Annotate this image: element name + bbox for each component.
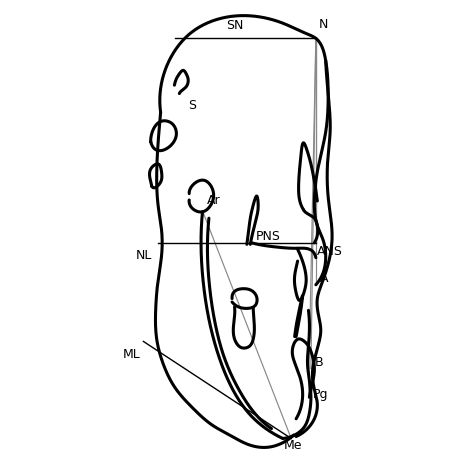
Text: NL: NL bbox=[136, 249, 152, 262]
Text: ML: ML bbox=[123, 348, 141, 361]
Text: ANS: ANS bbox=[317, 245, 343, 258]
Text: N: N bbox=[319, 18, 328, 31]
Text: PNS: PNS bbox=[256, 230, 281, 243]
Text: A: A bbox=[320, 272, 328, 285]
Text: Pg: Pg bbox=[312, 388, 328, 401]
Text: Ar: Ar bbox=[207, 194, 220, 207]
Text: S: S bbox=[188, 99, 196, 112]
Text: SN: SN bbox=[226, 20, 243, 33]
Text: B: B bbox=[315, 356, 323, 369]
Text: Me: Me bbox=[284, 439, 302, 452]
